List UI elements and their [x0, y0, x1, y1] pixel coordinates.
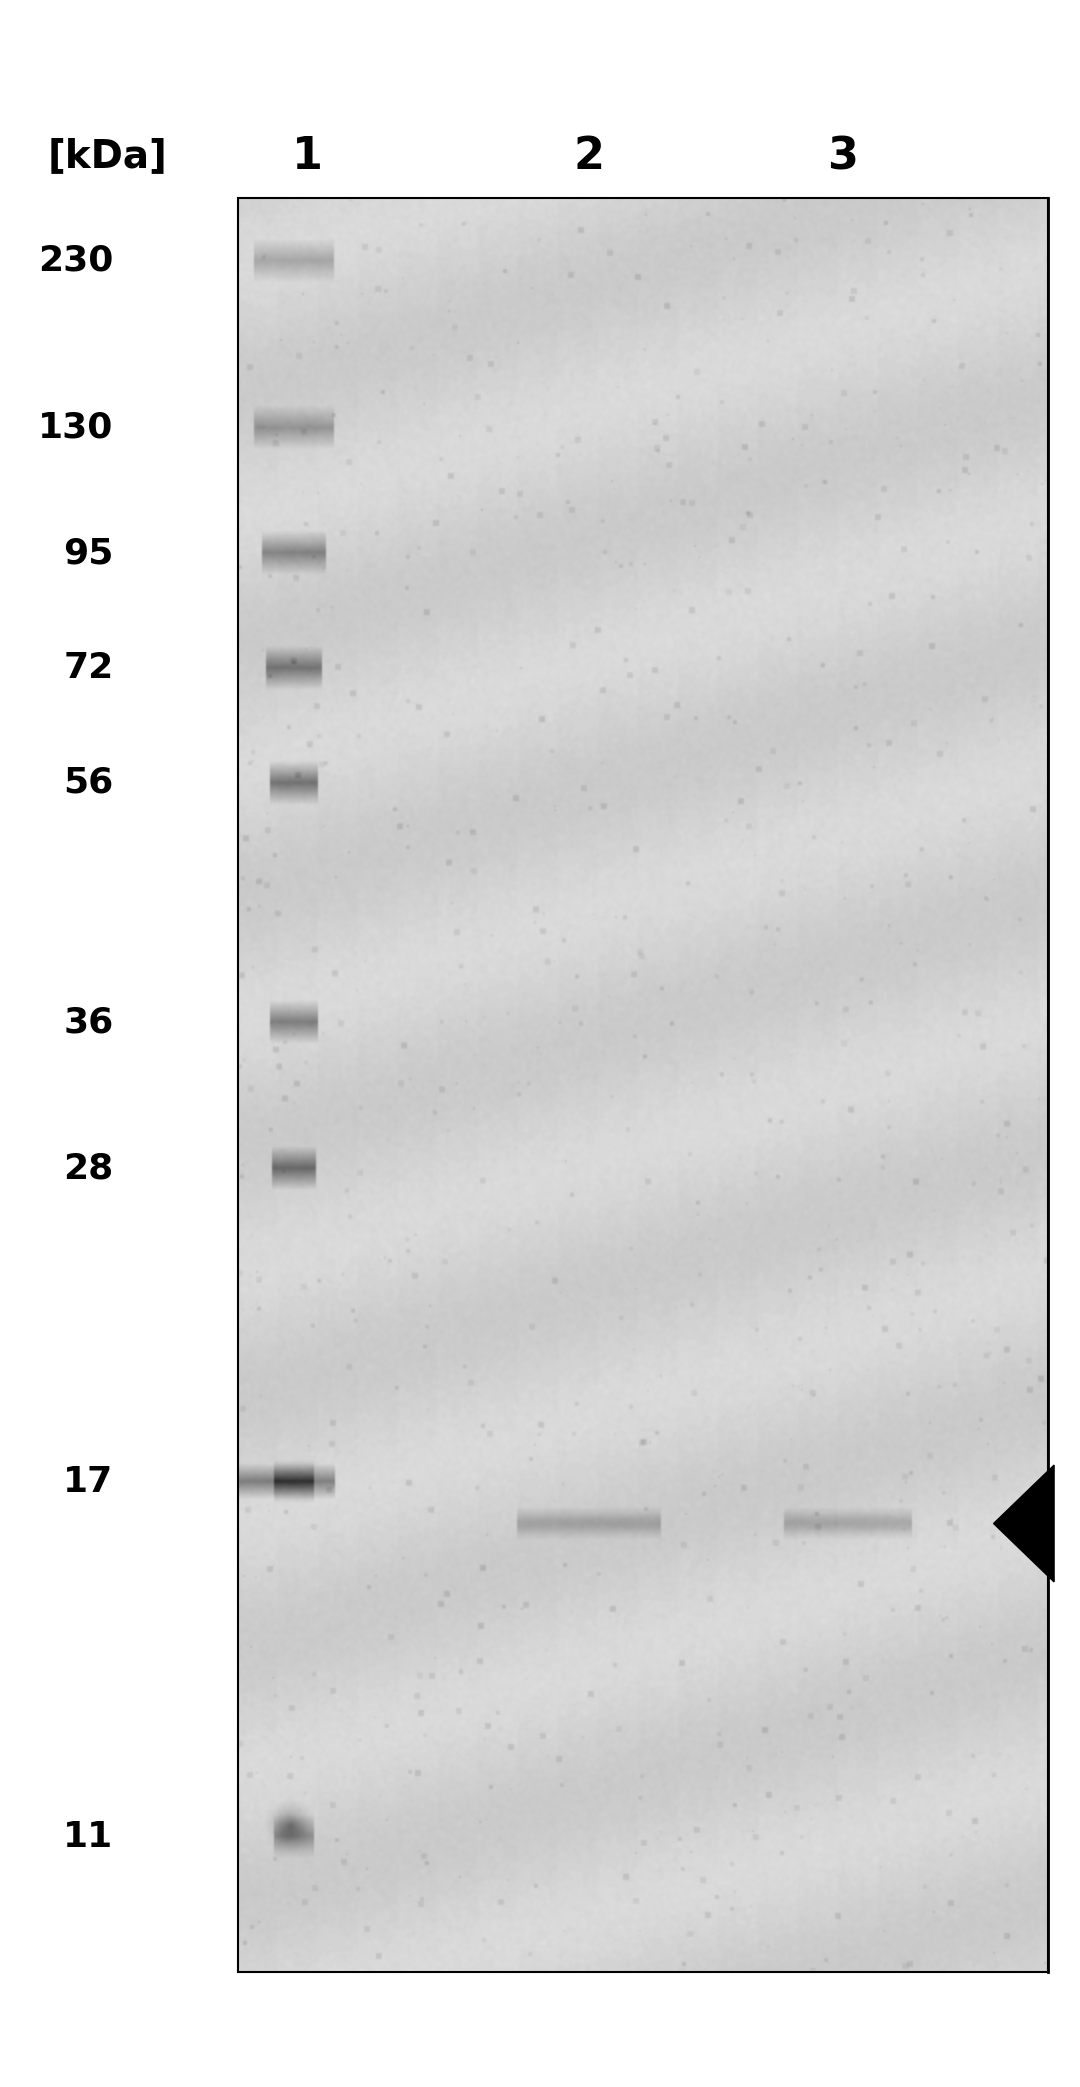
Text: 36: 36 — [63, 1006, 113, 1039]
Text: 2: 2 — [573, 136, 604, 177]
Text: 72: 72 — [63, 651, 113, 685]
Text: [kDa]: [kDa] — [49, 138, 167, 175]
Text: 130: 130 — [38, 411, 113, 445]
Bar — [238, 198, 1048, 1972]
Text: 17: 17 — [63, 1465, 113, 1498]
Text: 56: 56 — [63, 766, 113, 799]
Text: 28: 28 — [63, 1152, 113, 1185]
Text: 1: 1 — [293, 136, 323, 177]
Text: 95: 95 — [63, 536, 113, 570]
Text: 3: 3 — [827, 136, 858, 177]
Text: 230: 230 — [38, 244, 113, 278]
Text: 11: 11 — [63, 1820, 113, 1853]
Polygon shape — [994, 1465, 1054, 1582]
